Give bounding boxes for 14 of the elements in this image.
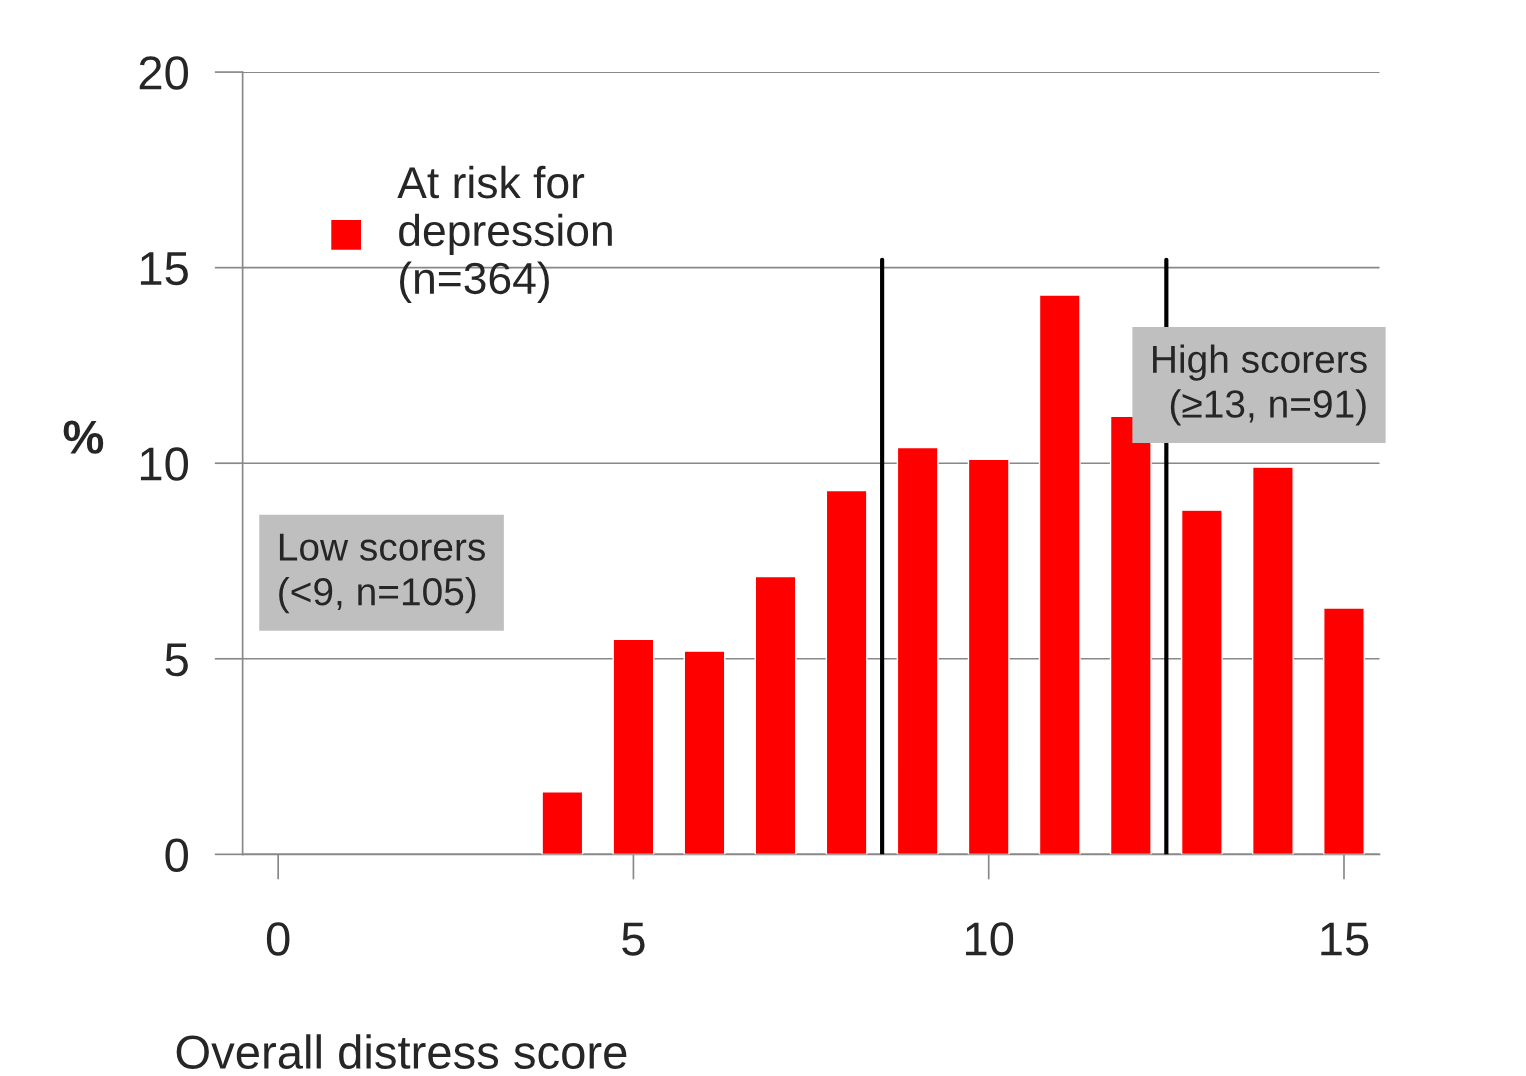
x-axis-title: Overall distress score: [176, 1034, 627, 1069]
x-tick-label: 0: [266, 922, 290, 956]
x-tick-label: 10: [966, 922, 1014, 956]
x-tick-label: 5: [622, 922, 645, 956]
y-tick-label: 5: [165, 643, 188, 677]
x-tick-label: 15: [1321, 922, 1369, 956]
legend-label: At risk for depression (n=364): [397, 165, 612, 303]
annotation: High scorers (≥13, n=91): [1153, 344, 1367, 426]
annotation: Low scorers (<9, n=105): [279, 533, 485, 614]
y-tick-label: 15: [140, 252, 188, 286]
y-tick-label: 0: [165, 838, 189, 872]
y-tick-label: 10: [140, 447, 189, 481]
y-axis-title: %: [63, 420, 104, 454]
y-tick-label: 20: [139, 56, 189, 90]
